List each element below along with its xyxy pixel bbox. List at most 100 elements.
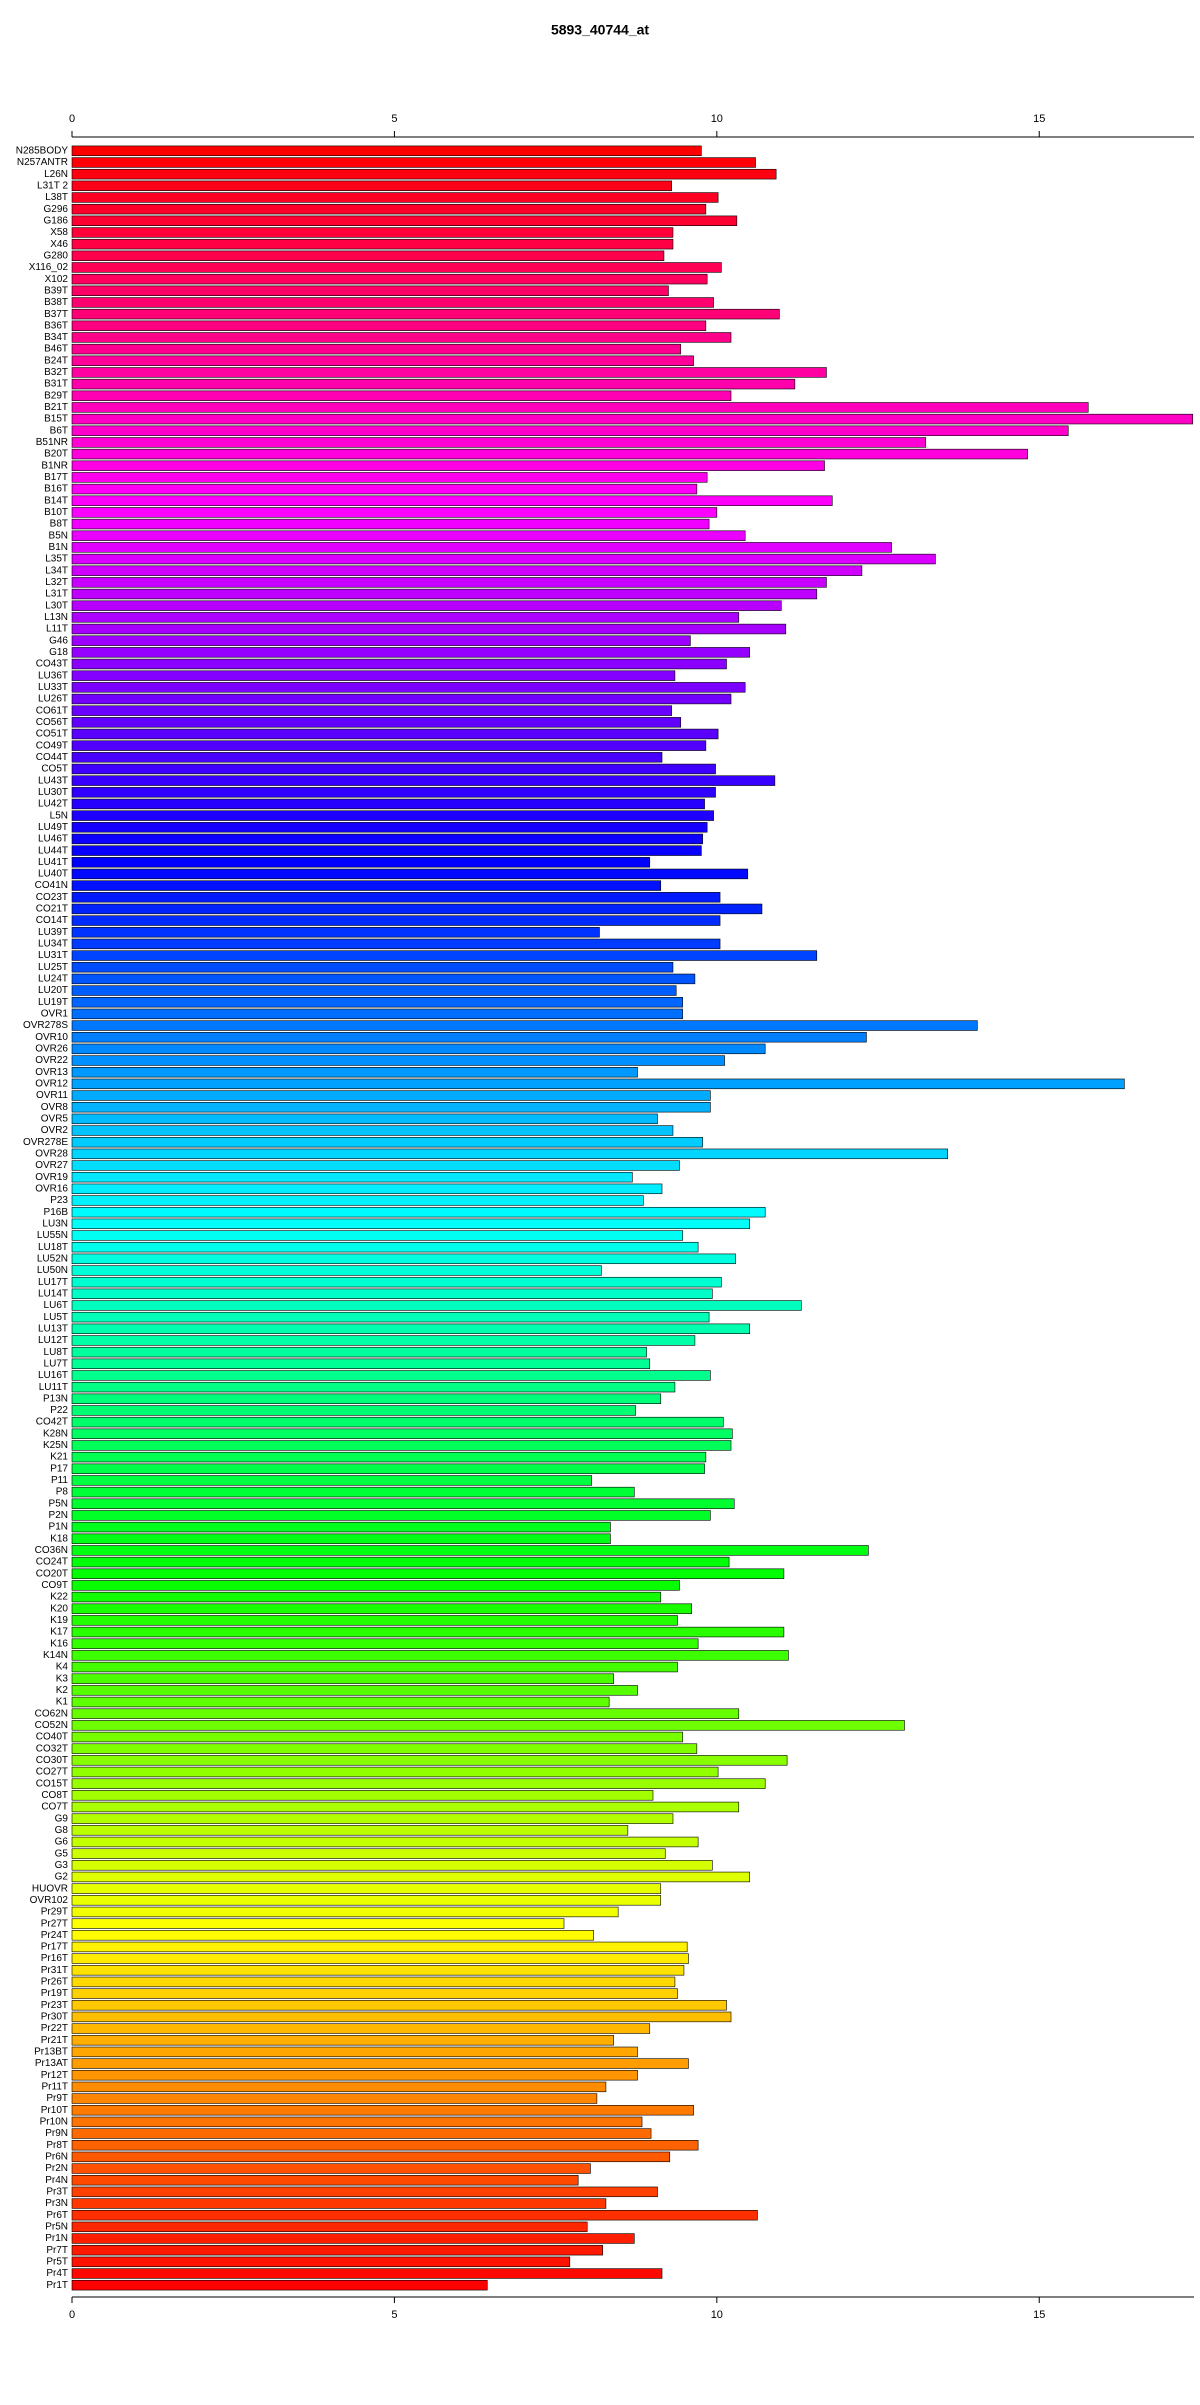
bar (71, 1930, 594, 1941)
y-tick-label: X102 (45, 274, 69, 285)
bar (71, 238, 674, 250)
bar (71, 962, 674, 973)
x-tick-label: 0 (69, 2309, 75, 2321)
y-tick-label: Pr26T (41, 1977, 68, 1988)
bar (71, 262, 722, 273)
y-tick-label: OVR27 (35, 1160, 68, 1171)
y-tick-label: G3 (55, 1860, 69, 1871)
bar (71, 402, 1089, 413)
y-tick-label: CO56T (36, 717, 68, 728)
y-tick-label: CO43T (36, 659, 68, 670)
bar (71, 2058, 689, 2069)
y-tick-label: CO9T (41, 1580, 68, 1591)
y-tick-label: CO32T (36, 1743, 68, 1754)
y-tick-label: K1 (56, 1697, 69, 1708)
y-tick-label: LU26T (38, 694, 68, 705)
bar (71, 1778, 766, 1789)
bar (71, 495, 833, 506)
y-tick-label: Pr31T (41, 1965, 68, 1976)
y-tick-label: Pr7T (46, 2245, 68, 2256)
y-tick-label: CO21T (36, 904, 68, 915)
y-tick-label: Pr6T (46, 2210, 68, 2221)
bar (71, 740, 707, 751)
y-tick-label: B31T (44, 379, 68, 390)
y-tick-label: P17 (50, 1463, 68, 1474)
bar (71, 623, 787, 635)
y-tick-label: Pr1T (46, 2280, 68, 2291)
x-tick-label: 5 (391, 113, 397, 125)
y-tick-label: Pr17T (41, 1942, 68, 1953)
bar (71, 1615, 678, 1626)
y-tick-label: CO40T (36, 1732, 68, 1743)
bar (71, 390, 732, 401)
y-tick-label: G5 (55, 1848, 69, 1859)
bar (71, 2046, 638, 2058)
bar (71, 425, 1069, 436)
y-tick-label: P11 (51, 1475, 68, 1486)
bar (71, 1976, 676, 1988)
bar (71, 1801, 740, 1813)
y-tick-label: B1N (49, 542, 68, 553)
bar (71, 1428, 733, 1439)
bar (71, 1685, 638, 1696)
y-tick-label: LU11T (39, 1382, 68, 1393)
y-tick-label: OVR10 (35, 1032, 68, 1043)
bar (71, 647, 751, 658)
bar (71, 1218, 751, 1230)
bar (71, 1673, 614, 1684)
y-tick-label: CO36N (35, 1545, 68, 1556)
y-tick-label: LU42T (38, 799, 68, 810)
bar (71, 868, 749, 880)
bar (71, 1416, 724, 1428)
bar (71, 1988, 678, 1999)
y-tick-label: L5N (50, 810, 68, 821)
y-tick-label: Pr10T (41, 2105, 68, 2116)
y-tick-label: L32T (45, 577, 68, 588)
y-tick-label: LU18T (38, 1242, 68, 1253)
bar (71, 2128, 652, 2139)
bar (71, 2198, 607, 2209)
bar (71, 1626, 785, 1638)
bar (71, 1906, 619, 1918)
y-tick-label: B16T (44, 484, 68, 495)
bar (71, 1241, 699, 1253)
bar (71, 1755, 788, 1766)
bar (71, 1638, 699, 1649)
y-tick-label: CO15T (36, 1778, 68, 1789)
bar (71, 1370, 711, 1381)
bar (71, 1358, 651, 1369)
bar (71, 787, 716, 798)
y-tick-label: K3 (56, 1673, 69, 1684)
bar (71, 635, 691, 646)
y-tick-label: CO51T (36, 729, 68, 740)
bar (71, 1591, 662, 1603)
y-tick-label: CO30T (36, 1755, 68, 1766)
bar (71, 1486, 635, 1498)
y-tick-label: K25N (43, 1440, 68, 1451)
y-tick-label: Pr10N (40, 2117, 68, 2128)
bar (71, 1650, 789, 1661)
y-tick-label: P16B (44, 1207, 69, 1218)
bar (71, 157, 756, 168)
y-tick-label: K28N (43, 1428, 68, 1439)
bar (71, 1055, 725, 1066)
y-tick-label: LU25T (38, 962, 68, 973)
bar (71, 1510, 711, 1521)
y-tick-label: G280 (44, 250, 69, 261)
y-tick-label: OVR22 (35, 1055, 68, 1066)
bar (71, 1253, 736, 1265)
bar (71, 2035, 614, 2046)
y-tick-label: B6T (50, 425, 68, 436)
y-tick-label: P1N (49, 1522, 68, 1533)
y-tick-label: OVR26 (35, 1044, 68, 1055)
y-tick-label: OVR5 (41, 1114, 69, 1125)
y-tick-label: B24T (44, 355, 68, 366)
y-tick-label: CO8T (41, 1790, 68, 1801)
y-tick-label: L30T (45, 600, 68, 611)
y-tick-label: B20T (44, 449, 68, 460)
bar (71, 2244, 603, 2256)
bar (71, 1102, 711, 1113)
y-tick-label: OVR278S (23, 1020, 68, 1031)
y-tick-label: Pr4T (46, 2268, 68, 2279)
y-tick-label: LU7T (44, 1358, 68, 1369)
